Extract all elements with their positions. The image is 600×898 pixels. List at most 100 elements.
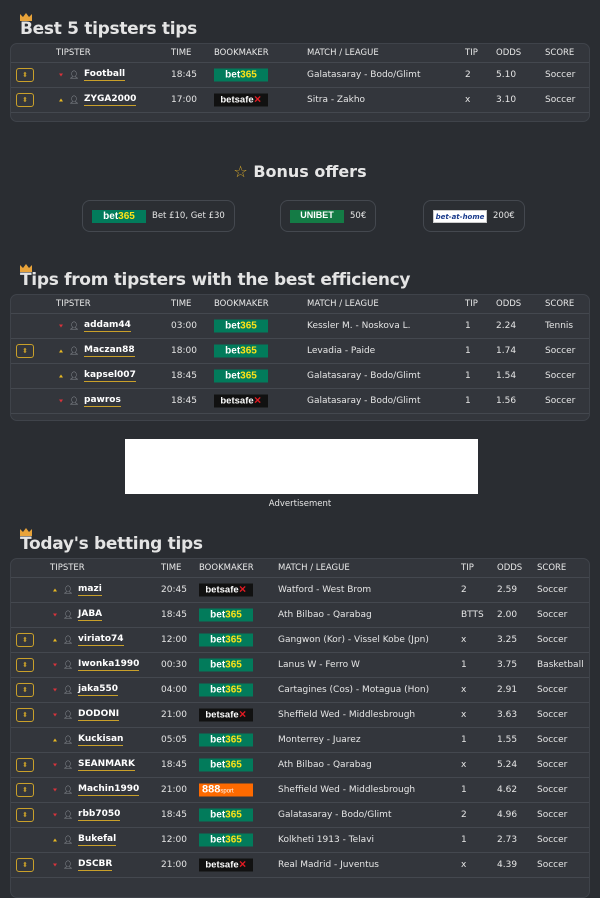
- tipster-link[interactable]: kapsel007: [84, 370, 136, 382]
- bookmaker-link[interactable]: bet365: [199, 733, 253, 747]
- bookmaker-link[interactable]: 888sport: [199, 783, 253, 797]
- odds-value: 4.62: [497, 785, 518, 795]
- trend-up-icon: [53, 838, 57, 842]
- odds-value: 3.25: [497, 635, 518, 645]
- trend-down-icon: [59, 399, 63, 403]
- odds-value: 1.54: [496, 371, 517, 381]
- betsafe-logo: betsafe✕: [214, 394, 268, 408]
- bookmaker-link[interactable]: bet365: [199, 633, 253, 647]
- bookmaker-link[interactable]: betsafe✕: [199, 583, 253, 597]
- tipster-link[interactable]: jaka550: [78, 684, 119, 696]
- tip-value: 1: [465, 396, 471, 406]
- bookmaker-link[interactable]: betsafe✕: [214, 93, 268, 107]
- trend-up-icon: [53, 638, 57, 642]
- bet-at-home-logo: bet-at-home: [433, 209, 487, 223]
- bookmaker-link[interactable]: bet365: [199, 833, 253, 847]
- tip-value: x: [461, 685, 467, 695]
- tipster-link[interactable]: Maczan88: [84, 345, 135, 357]
- column-header: ODDS: [496, 48, 522, 58]
- sport-value: Soccer: [537, 810, 568, 820]
- trend-down-icon: [53, 813, 57, 817]
- sport-value: Soccer: [537, 585, 568, 595]
- tipster-link[interactable]: JABA: [78, 609, 103, 621]
- tipster-link[interactable]: rbb7050: [78, 809, 121, 821]
- tipster-link[interactable]: Football: [84, 69, 126, 81]
- bookmaker-link[interactable]: bet365: [199, 608, 253, 622]
- sport-value: Soccer: [545, 371, 576, 381]
- user-icon: 👤︎: [69, 371, 80, 381]
- bonus-offer-bet-at-home[interactable]: bet-at-home 200€: [423, 200, 525, 232]
- expand-toggle-icon[interactable]: ⬍: [16, 708, 34, 722]
- bonus-offer-bet365[interactable]: bet365 Bet £10, Get £30: [82, 200, 235, 232]
- bet365-logo: bet365: [199, 608, 253, 622]
- bonus-offer-unibet[interactable]: UNIBET 50€: [280, 200, 377, 232]
- tipster-link[interactable]: viriato74: [78, 634, 124, 646]
- match-name: Sheffield Wed - Middlesbrough: [278, 785, 416, 795]
- user-icon: 👤︎: [69, 396, 80, 406]
- bookmaker-link[interactable]: betsafe✕: [214, 394, 268, 408]
- tip-time: 04:00: [161, 685, 187, 695]
- trend-up-icon: [59, 374, 63, 378]
- tip-time: 05:05: [161, 735, 187, 745]
- expand-toggle-icon[interactable]: ⬍: [16, 783, 34, 797]
- bookmaker-link[interactable]: bet365: [214, 344, 268, 358]
- tipster-link[interactable]: DSCBR: [78, 859, 113, 871]
- tipster-link[interactable]: Machin1990: [78, 784, 140, 796]
- bookmaker-link[interactable]: bet365: [214, 319, 268, 333]
- tipster-link[interactable]: ZYGA2000: [84, 94, 137, 106]
- user-icon: 👤︎: [63, 635, 74, 645]
- tipster-link[interactable]: addam44: [84, 320, 131, 332]
- odds-value: 3.10: [496, 95, 517, 105]
- sport-value: Soccer: [537, 735, 568, 745]
- tipster-link[interactable]: Iwonka1990: [78, 659, 140, 671]
- table-row: ⬍ 👤︎ Maczan88 18:00 bet365 Levadia - Paide 1 1.…: [11, 339, 589, 364]
- bookmaker-link[interactable]: bet365: [199, 758, 253, 772]
- table-row: 👤︎ Bukefal 12:00 bet365 Kolkheti 1913 - Tela…: [11, 828, 589, 853]
- expand-toggle-icon[interactable]: ⬍: [16, 683, 34, 697]
- tipster-link[interactable]: Bukefal: [78, 834, 117, 846]
- tipster-link[interactable]: mazi: [78, 584, 102, 596]
- user-icon: 👤︎: [63, 585, 74, 595]
- table-row: ⬍ 👤︎ rbb7050 18:45 bet365 Galatasaray - Bodo/…: [11, 803, 589, 828]
- column-header: BOOKMAKER: [214, 299, 269, 309]
- sport-value: Soccer: [537, 835, 568, 845]
- tipster-link[interactable]: pawros: [84, 395, 121, 407]
- tip-value: BTTS: [461, 610, 484, 620]
- expand-toggle-icon[interactable]: ⬍: [16, 758, 34, 772]
- bookmaker-link[interactable]: bet365: [199, 658, 253, 672]
- tip-value: 1: [461, 785, 467, 795]
- expand-toggle-icon[interactable]: ⬍: [16, 344, 34, 358]
- column-header: TIME: [171, 299, 192, 309]
- tip-value: x: [461, 710, 467, 720]
- tip-time: 18:45: [161, 760, 187, 770]
- expand-toggle-icon[interactable]: ⬍: [16, 808, 34, 822]
- tip-time: 21:00: [161, 710, 187, 720]
- table-row: ⬍ 👤︎ Machin1990 21:00 888sport Sheffield Wed …: [11, 778, 589, 803]
- match-name: Watford - West Brom: [278, 585, 372, 595]
- expand-toggle-icon[interactable]: ⬍: [16, 68, 34, 82]
- column-header: SCORE: [545, 48, 575, 58]
- bookmaker-link[interactable]: bet365: [199, 683, 253, 697]
- offer-text: 200€: [493, 211, 515, 221]
- column-header: BOOKMAKER: [214, 48, 269, 58]
- bookmaker-link[interactable]: betsafe✕: [199, 708, 253, 722]
- sport-value: Soccer: [537, 760, 568, 770]
- tipster-link[interactable]: Kuckisan: [78, 734, 124, 746]
- bookmaker-link[interactable]: bet365: [214, 369, 268, 383]
- tipster-link[interactable]: DODONI: [78, 709, 120, 721]
- tip-time: 18:45: [171, 70, 197, 80]
- expand-toggle-icon[interactable]: ⬍: [16, 633, 34, 647]
- tip-value: 1: [461, 735, 467, 745]
- tipster-link[interactable]: SEANMARK: [78, 759, 135, 771]
- bookmaker-link[interactable]: bet365: [214, 68, 268, 82]
- match-name: Ath Bilbao - Qarabag: [278, 760, 372, 770]
- bet365-logo: bet365: [214, 369, 268, 383]
- expand-toggle-icon[interactable]: ⬍: [16, 93, 34, 107]
- expand-toggle-icon[interactable]: ⬍: [16, 858, 34, 872]
- expand-toggle-icon[interactable]: ⬍: [16, 658, 34, 672]
- sport-value: Basketball: [537, 660, 584, 670]
- advertisement-banner[interactable]: [125, 439, 478, 494]
- bookmaker-link[interactable]: bet365: [199, 808, 253, 822]
- bet365-logo: bet365: [214, 344, 268, 358]
- bookmaker-link[interactable]: betsafe✕: [199, 858, 253, 872]
